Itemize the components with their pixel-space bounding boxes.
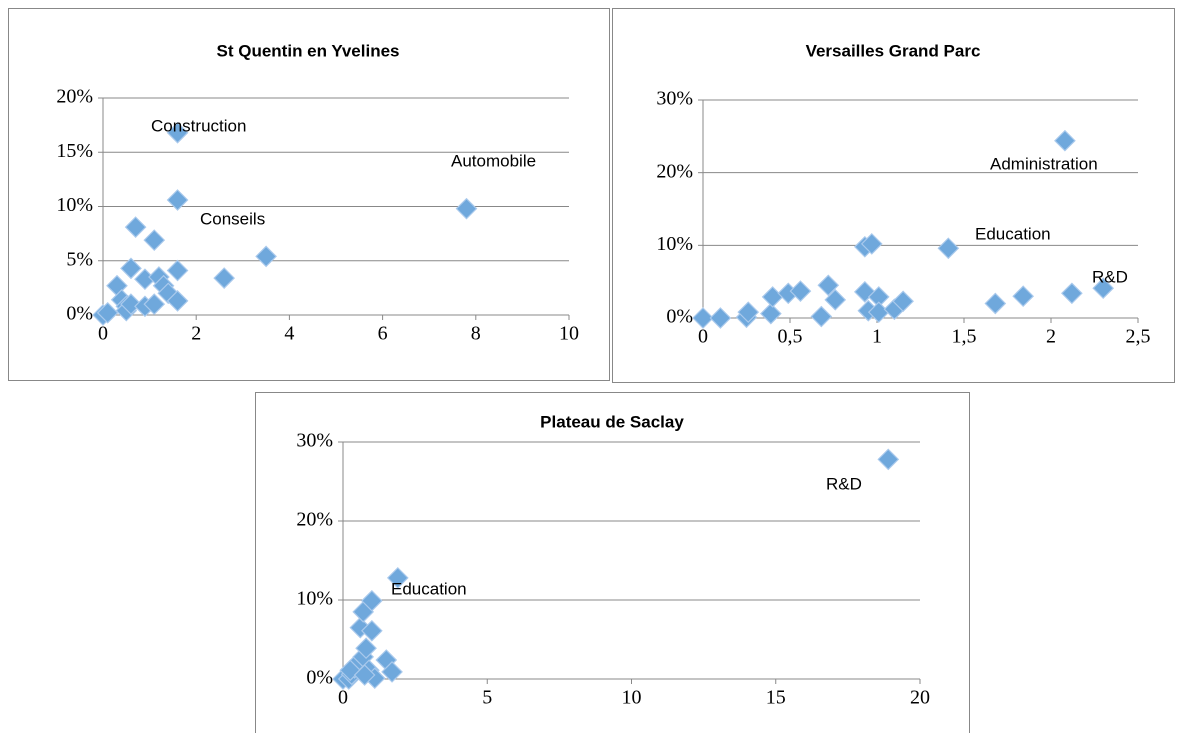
point bbox=[166, 121, 189, 144]
chart-title: St Quentin en Yvelines bbox=[217, 41, 400, 60]
annotation: Conseils bbox=[200, 209, 265, 228]
x-tick-label: 8 bbox=[471, 323, 481, 345]
chart-frame bbox=[612, 8, 1175, 383]
x-tick-label: 0,5 bbox=[778, 326, 803, 348]
point bbox=[120, 293, 142, 315]
point bbox=[692, 307, 714, 329]
point bbox=[143, 229, 166, 251]
point bbox=[760, 302, 782, 325]
chart-title: Versailles Grand Parc bbox=[806, 41, 981, 60]
chart-frame bbox=[255, 392, 970, 733]
y-tick-label: 30% bbox=[296, 430, 333, 452]
x-tick-label: 2 bbox=[191, 323, 201, 345]
y-tick-label: 20% bbox=[656, 160, 693, 182]
point bbox=[892, 290, 914, 313]
x-tick-label: 0 bbox=[698, 326, 708, 348]
annotation: Education bbox=[975, 224, 1051, 243]
point bbox=[824, 288, 847, 311]
x-tick-label: 1,5 bbox=[952, 326, 977, 348]
point bbox=[1054, 129, 1076, 152]
y-tick-label: 0% bbox=[306, 667, 333, 689]
x-tick-label: 10 bbox=[559, 323, 579, 345]
y-tick-label: 5% bbox=[66, 248, 93, 270]
x-tick-label: 1 bbox=[872, 326, 882, 348]
y-tick-label: 0% bbox=[666, 306, 693, 328]
x-tick-label: 5 bbox=[482, 687, 492, 709]
x-tick-label: 10 bbox=[622, 687, 642, 709]
x-tick-label: 0 bbox=[338, 687, 348, 709]
x-tick-label: 0 bbox=[98, 323, 108, 345]
y-tick-label: 15% bbox=[56, 140, 93, 162]
point bbox=[1012, 285, 1035, 308]
annotation: Administration bbox=[990, 154, 1098, 173]
annotation: Education bbox=[391, 579, 467, 598]
x-tick-label: 6 bbox=[378, 323, 388, 345]
point bbox=[213, 267, 236, 289]
x-tick-label: 2,5 bbox=[1126, 326, 1151, 348]
x-tick-label: 15 bbox=[766, 687, 786, 709]
point bbox=[937, 237, 960, 260]
point bbox=[737, 301, 760, 324]
point bbox=[455, 197, 478, 220]
point bbox=[817, 274, 840, 297]
point bbox=[1061, 282, 1083, 305]
point bbox=[361, 589, 383, 612]
y-tick-label: 20% bbox=[56, 86, 93, 108]
point bbox=[355, 637, 377, 660]
annotation: R&D bbox=[1092, 267, 1128, 286]
point bbox=[96, 301, 119, 324]
y-tick-label: 10% bbox=[296, 588, 333, 610]
annotation: Automobile bbox=[451, 151, 536, 170]
x-tick-label: 20 bbox=[910, 687, 930, 709]
point bbox=[789, 280, 812, 302]
point bbox=[761, 286, 784, 308]
point bbox=[984, 292, 1007, 315]
point bbox=[709, 307, 732, 329]
point bbox=[1092, 277, 1115, 300]
point bbox=[877, 448, 900, 471]
y-tick-label: 10% bbox=[56, 194, 93, 216]
point bbox=[124, 216, 147, 238]
chart-frame bbox=[8, 8, 610, 381]
point bbox=[166, 290, 189, 312]
point bbox=[166, 259, 189, 282]
x-tick-label: 2 bbox=[1046, 326, 1056, 348]
point bbox=[381, 661, 403, 683]
chart-title: Plateau de Saclay bbox=[540, 412, 684, 431]
point bbox=[361, 619, 383, 642]
point bbox=[353, 664, 376, 686]
annotation: R&D bbox=[826, 474, 862, 493]
y-tick-label: 10% bbox=[656, 233, 693, 255]
point bbox=[143, 293, 166, 315]
annotation: Construction bbox=[151, 116, 246, 135]
point bbox=[860, 233, 883, 255]
x-tick-label: 4 bbox=[284, 323, 294, 345]
y-tick-label: 30% bbox=[656, 88, 693, 110]
y-tick-label: 20% bbox=[296, 509, 333, 531]
y-tick-label: 0% bbox=[66, 303, 93, 325]
point bbox=[166, 189, 189, 211]
point bbox=[120, 257, 142, 280]
point bbox=[255, 245, 277, 268]
point bbox=[386, 567, 409, 589]
point bbox=[810, 305, 833, 328]
